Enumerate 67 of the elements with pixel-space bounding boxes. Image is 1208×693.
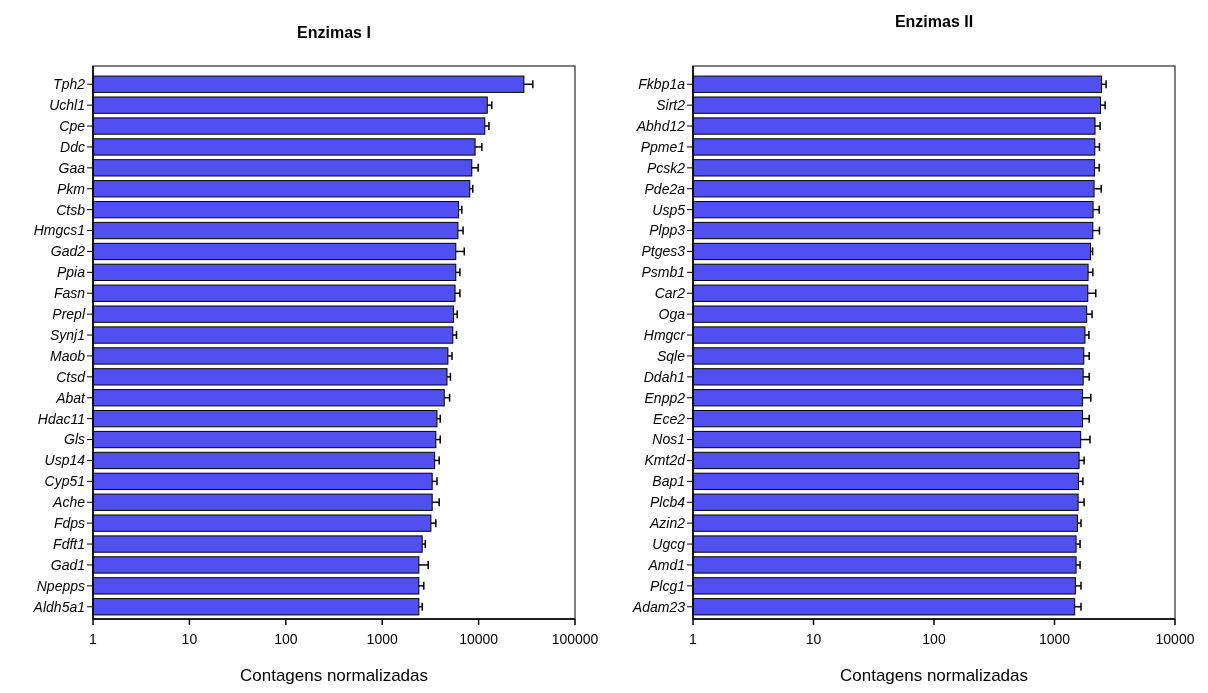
y-tick-label: Tph2 xyxy=(53,76,86,93)
y-tick-label: Ache xyxy=(52,494,86,511)
y-tick-label: Enpp2 xyxy=(644,389,686,406)
y-tick-label: Cpe xyxy=(59,117,86,134)
y-tick-label: Amd1 xyxy=(647,556,685,573)
x-tick-label: 100000 xyxy=(551,631,599,647)
y-tick-label: Psmb1 xyxy=(641,264,685,281)
y-tick-label: Car2 xyxy=(654,285,686,302)
y-tick-label: Fdft1 xyxy=(53,535,85,552)
y-tick-label: Fkbp1a xyxy=(638,76,686,93)
y-tick-label: Plcg1 xyxy=(649,577,685,594)
y-tick-label: Hmgcs1 xyxy=(33,222,85,239)
y-tick-label: Ptges3 xyxy=(641,243,686,260)
y-tick-label: Ppme1 xyxy=(640,138,685,155)
y-tick-label: Plpp3 xyxy=(649,222,686,239)
y-tick-label: Gad2 xyxy=(50,243,86,260)
y-tick-label: Uchl1 xyxy=(49,97,85,114)
x-axis-title: Contagens normalizadas xyxy=(239,666,429,685)
x-tick-label: 10000 xyxy=(1155,631,1195,647)
y-tick-label: Kmt2d xyxy=(644,452,687,469)
x-axis-title: Contagens normalizadas xyxy=(839,666,1029,685)
y-tick-label: Usp5 xyxy=(652,201,686,218)
chart-title: Enzimas I xyxy=(297,24,371,41)
y-tick-label: Ctsb xyxy=(56,201,86,218)
y-tick-label: Npepps xyxy=(36,577,85,594)
y-tick-label: Synj1 xyxy=(49,326,85,343)
y-tick-label: Abat xyxy=(55,389,87,406)
x-tick-label: 1000 xyxy=(1038,631,1071,647)
y-tick-label: Usp14 xyxy=(44,452,86,469)
y-tick-label: Oga xyxy=(658,306,686,323)
y-tick-label: Plcb4 xyxy=(649,494,686,511)
y-tick-label: Fdps xyxy=(53,515,85,532)
x-tick-label: 1 xyxy=(89,631,98,647)
y-tick-label: Abhd12 xyxy=(635,117,686,134)
y-tick-label: Aldh5a1 xyxy=(32,598,85,615)
y-tick-label: Cyp51 xyxy=(44,473,85,490)
y-tick-label: Ctsd xyxy=(56,368,87,385)
y-tick-label: Gls xyxy=(64,431,85,448)
x-tick-label: 10000 xyxy=(459,631,499,647)
x-tick-label: 10 xyxy=(805,631,822,647)
x-tick-label: 10 xyxy=(181,631,198,647)
y-tick-label: Ddah1 xyxy=(643,368,685,385)
y-tick-label: Prepl xyxy=(52,306,86,323)
y-tick-label: Hdac11 xyxy=(37,410,85,427)
chart-title: Enzimas II xyxy=(894,13,974,30)
x-tick-label: 100 xyxy=(274,631,298,647)
x-tick-label: 1000 xyxy=(366,631,398,647)
y-tick-label: Adam23 xyxy=(631,598,686,615)
y-tick-label: Pkm xyxy=(57,180,86,197)
y-tick-label: Azin2 xyxy=(648,515,686,532)
y-tick-label: Hmgcr xyxy=(643,326,687,343)
y-tick-label: Pcsk2 xyxy=(646,159,686,176)
y-tick-label: Fasn xyxy=(53,285,86,302)
y-tick-label: Gaa xyxy=(58,159,86,176)
y-tick-label: Sirt2 xyxy=(656,97,686,114)
x-tick-label: 1 xyxy=(689,631,698,647)
y-tick-label: Nos1 xyxy=(652,431,685,448)
y-tick-label: Ugcg xyxy=(652,535,686,552)
y-tick-label: Ppia xyxy=(56,264,86,281)
y-tick-label: Maob xyxy=(49,347,86,364)
y-tick-label: Gad1 xyxy=(50,556,85,573)
y-tick-label: Ece2 xyxy=(653,410,686,427)
y-tick-label: Pde2a xyxy=(644,180,686,197)
y-tick-label: Ddc xyxy=(60,138,85,155)
y-tick-label: Sqle xyxy=(656,347,686,364)
y-tick-label: Bap1 xyxy=(652,473,685,490)
x-tick-label: 100 xyxy=(922,631,946,647)
